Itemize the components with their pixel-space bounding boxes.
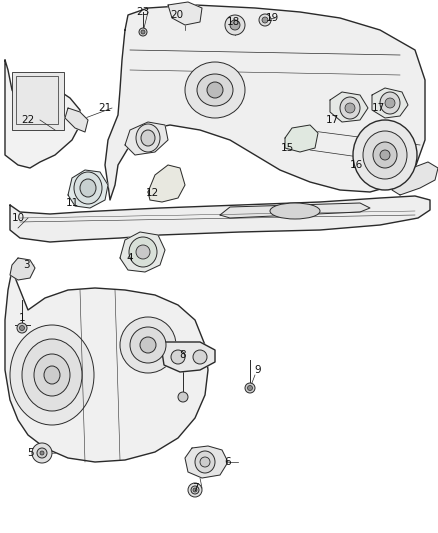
Ellipse shape: [32, 443, 52, 463]
Bar: [12, 72, 64, 130]
Ellipse shape: [120, 317, 176, 373]
Ellipse shape: [363, 131, 407, 179]
Text: 19: 19: [265, 13, 279, 23]
Polygon shape: [285, 125, 318, 152]
Text: 21: 21: [99, 103, 112, 113]
Ellipse shape: [380, 92, 400, 114]
Ellipse shape: [230, 20, 240, 30]
Polygon shape: [105, 5, 425, 200]
Ellipse shape: [193, 350, 207, 364]
Polygon shape: [330, 92, 368, 122]
Ellipse shape: [139, 28, 147, 36]
Polygon shape: [10, 196, 430, 242]
Ellipse shape: [140, 337, 156, 353]
Text: 7: 7: [192, 483, 198, 493]
Ellipse shape: [200, 457, 210, 467]
Ellipse shape: [262, 17, 268, 23]
Text: 6: 6: [225, 457, 231, 467]
Ellipse shape: [34, 354, 70, 396]
Bar: [16, 76, 58, 124]
Ellipse shape: [385, 98, 395, 108]
Polygon shape: [168, 2, 202, 25]
Ellipse shape: [197, 74, 233, 106]
Ellipse shape: [185, 62, 245, 118]
Ellipse shape: [193, 488, 197, 492]
Ellipse shape: [373, 142, 397, 168]
Text: 10: 10: [11, 213, 25, 223]
Ellipse shape: [10, 325, 94, 425]
Ellipse shape: [207, 82, 223, 98]
Ellipse shape: [80, 179, 96, 197]
Ellipse shape: [136, 124, 160, 152]
Ellipse shape: [22, 339, 82, 411]
Text: 17: 17: [325, 115, 339, 125]
Ellipse shape: [345, 103, 355, 113]
Ellipse shape: [247, 385, 252, 391]
Polygon shape: [68, 170, 108, 208]
Polygon shape: [5, 60, 80, 168]
Polygon shape: [5, 270, 208, 462]
Ellipse shape: [17, 323, 27, 333]
Ellipse shape: [259, 14, 271, 26]
Polygon shape: [162, 342, 215, 372]
Ellipse shape: [225, 15, 245, 35]
Polygon shape: [392, 162, 438, 195]
Ellipse shape: [129, 237, 157, 267]
Text: 11: 11: [65, 198, 79, 208]
Ellipse shape: [141, 130, 155, 146]
Polygon shape: [220, 203, 370, 218]
Ellipse shape: [20, 326, 25, 330]
Ellipse shape: [178, 392, 188, 402]
Text: 8: 8: [180, 350, 186, 360]
Ellipse shape: [188, 483, 202, 497]
Ellipse shape: [136, 245, 150, 259]
Ellipse shape: [74, 172, 102, 204]
Polygon shape: [65, 108, 88, 132]
Ellipse shape: [37, 448, 47, 458]
Ellipse shape: [40, 451, 44, 455]
Ellipse shape: [191, 486, 199, 494]
Text: 3: 3: [23, 260, 29, 270]
Polygon shape: [148, 165, 185, 202]
Text: 1: 1: [19, 313, 25, 323]
Ellipse shape: [270, 203, 320, 219]
Polygon shape: [185, 446, 228, 478]
Ellipse shape: [171, 350, 185, 364]
Text: 17: 17: [371, 103, 385, 113]
Ellipse shape: [195, 451, 215, 473]
Text: 20: 20: [170, 10, 184, 20]
Ellipse shape: [340, 97, 360, 119]
Text: 22: 22: [21, 115, 35, 125]
Text: 18: 18: [226, 17, 240, 27]
Text: 5: 5: [27, 448, 33, 458]
Text: 15: 15: [280, 143, 293, 153]
Text: 12: 12: [145, 188, 159, 198]
Ellipse shape: [141, 30, 145, 34]
Text: 9: 9: [254, 365, 261, 375]
Ellipse shape: [130, 327, 166, 363]
Ellipse shape: [353, 120, 417, 190]
Text: 16: 16: [350, 160, 363, 170]
Polygon shape: [372, 88, 408, 118]
Ellipse shape: [44, 366, 60, 384]
Polygon shape: [125, 122, 168, 155]
Polygon shape: [10, 258, 35, 280]
Text: 23: 23: [136, 7, 150, 17]
Ellipse shape: [245, 383, 255, 393]
Polygon shape: [120, 232, 165, 272]
Ellipse shape: [380, 150, 390, 160]
Text: 4: 4: [127, 253, 133, 263]
